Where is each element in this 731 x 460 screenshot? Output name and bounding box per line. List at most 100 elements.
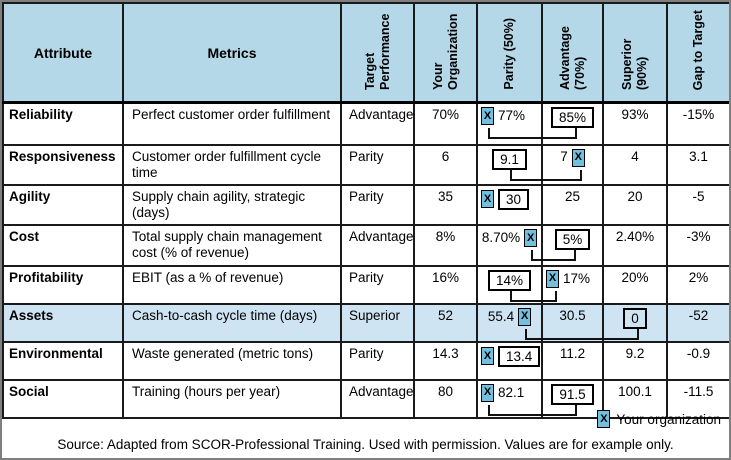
parity-cell: 55.4 X xyxy=(476,302,543,343)
your-organization-cell: 80 xyxy=(413,378,478,419)
col-header-attribute: Attribute xyxy=(2,2,124,104)
target-performance-cell: Parity xyxy=(340,143,415,186)
benchmark-table-wrap: Attribute Metrics Target Performance You… xyxy=(2,2,729,419)
your-org-marker-icon: X xyxy=(524,229,538,248)
benchmark-value: 17% xyxy=(563,270,591,286)
superior-cell: 4 xyxy=(602,143,668,186)
advantage-cell: 85% xyxy=(541,101,604,146)
target-performance-cell: Advantage xyxy=(340,101,415,146)
target-box: 14% xyxy=(487,269,532,291)
source-note: Source: Adapted from SCOR-Professional T… xyxy=(57,437,674,452)
benchmark-value: 7 xyxy=(560,149,568,165)
your-org-marker-icon: X xyxy=(481,383,494,402)
table-row: Social Training (hours per year) Advantage… xyxy=(2,378,729,419)
metric-cell: Total supply chain management cost (% of… xyxy=(122,224,342,267)
benchmark-value: 20 xyxy=(627,188,643,204)
superior-cell: 93% xyxy=(602,101,668,146)
attribute-cell: Social xyxy=(2,378,124,419)
superior-cell: 100.1 xyxy=(602,378,668,419)
parity-cell: X 77% xyxy=(476,101,543,146)
target-box: 91.5 xyxy=(551,383,594,405)
col-header-your-organization: Your Organization xyxy=(413,2,478,104)
attribute-cell: Profitability xyxy=(2,264,124,305)
parity-cell: 9.1 xyxy=(476,143,543,186)
your-org-marker-icon: X xyxy=(597,410,611,428)
target-performance-cell: Advantage xyxy=(340,378,415,419)
your-org-marker-icon: X xyxy=(518,307,532,326)
gap-to-target-cell: -15% xyxy=(666,101,729,146)
metric-cell: Supply chain agility, strategic (days) xyxy=(122,183,342,227)
gap-to-target-cell: -0.9 xyxy=(666,340,729,381)
benchmark-value: 77% xyxy=(498,107,526,123)
legend-label: Your organization xyxy=(616,411,721,427)
target-box: 5% xyxy=(554,229,591,251)
metric-cell: Cash-to-cash cycle time (days) xyxy=(122,302,342,343)
col-header-gap-to-target-label: Gap to Target xyxy=(691,9,706,90)
col-header-parity: Parity (50%) xyxy=(476,2,543,104)
metric-cell: EBIT (as a % of revenue) xyxy=(122,264,342,305)
col-header-advantage-label: Advantage (70%) xyxy=(557,26,587,90)
gap-to-target-cell: 3.1 xyxy=(666,143,729,186)
table-row: Responsiveness Customer order fulfillment… xyxy=(2,143,729,186)
your-organization-cell: 16% xyxy=(413,264,478,305)
gap-to-target-cell: -11.5 xyxy=(666,378,729,419)
target-performance-cell: Parity xyxy=(340,264,415,305)
gap-to-target-cell: -5 xyxy=(666,183,729,227)
your-organization-cell: 8% xyxy=(413,224,478,267)
attribute-cell: Environmental xyxy=(2,340,124,381)
your-organization-cell: 52 xyxy=(413,302,478,343)
advantage-cell: 5% xyxy=(541,224,604,267)
your-organization-cell: 35 xyxy=(413,183,478,227)
your-organization-cell: 6 xyxy=(413,143,478,186)
gap-to-target-cell: -52 xyxy=(666,302,729,343)
col-header-superior: Superior (90%) xyxy=(602,2,668,104)
target-box: 85% xyxy=(550,107,595,128)
your-organization-cell: 70% xyxy=(413,101,478,146)
advantage-cell: X 17% xyxy=(541,264,604,305)
col-header-target-performance: Target Performance xyxy=(340,2,415,104)
attribute-cell: Agility xyxy=(2,183,124,227)
superior-cell: 9.2 xyxy=(602,340,668,381)
target-box: 30 xyxy=(498,188,530,210)
col-header-gap-to-target: Gap to Target xyxy=(666,2,729,104)
attribute-cell: Assets xyxy=(2,302,124,343)
col-header-metrics: Metrics xyxy=(122,2,342,104)
advantage-cell: 11.2 xyxy=(541,340,604,381)
parity-cell: X 30 xyxy=(476,183,543,227)
target-performance-cell: Parity xyxy=(340,340,415,381)
metric-cell: Training (hours per year) xyxy=(122,378,342,419)
benchmark-value: 8.70% xyxy=(481,230,521,246)
advantage-cell: 25 xyxy=(541,183,604,227)
superior-cell: 0 xyxy=(602,302,668,343)
your-org-marker-icon: X xyxy=(481,107,494,125)
your-organization-cell: 14.3 xyxy=(413,340,478,381)
benchmark-value: 25 xyxy=(564,188,581,204)
table-row: Reliability Perfect customer order fulfil… xyxy=(2,101,729,146)
table-row: Environmental Waste generated (metric ton… xyxy=(2,340,729,381)
col-header-target-performance-label: Target Performance xyxy=(362,13,392,90)
parity-cell: 8.70% X xyxy=(476,224,543,267)
header-row: Attribute Metrics Target Performance You… xyxy=(2,2,729,104)
legend: X Your organization xyxy=(597,410,721,428)
target-performance-cell: Parity xyxy=(340,183,415,227)
col-header-advantage: Advantage (70%) xyxy=(541,2,604,104)
metric-cell: Customer order fulfillment cycle time xyxy=(122,143,342,186)
your-org-marker-icon: X xyxy=(481,347,494,366)
benchmark-table: Attribute Metrics Target Performance You… xyxy=(2,2,729,419)
benchmark-value: 9.2 xyxy=(625,345,645,361)
benchmark-value: 55.4 xyxy=(487,308,515,324)
your-org-marker-icon: X xyxy=(546,269,559,288)
col-header-superior-label: Superior (90%) xyxy=(620,38,649,90)
col-header-your-organization-label: Your Organization xyxy=(430,13,460,90)
table-row: Agility Supply chain agility, strategic (… xyxy=(2,183,729,227)
metric-cell: Perfect customer order fulfillment xyxy=(122,101,342,146)
benchmark-value: 4 xyxy=(631,148,639,164)
benchmark-value: 100.1 xyxy=(618,383,652,399)
your-org-marker-icon: X xyxy=(571,148,585,167)
attribute-cell: Responsiveness xyxy=(2,143,124,186)
advantage-cell: 30.5 xyxy=(541,302,604,343)
benchmark-value: 11.2 xyxy=(559,345,586,361)
benchmark-value: 30.5 xyxy=(559,307,586,323)
advantage-cell: 91.5 xyxy=(541,378,604,419)
